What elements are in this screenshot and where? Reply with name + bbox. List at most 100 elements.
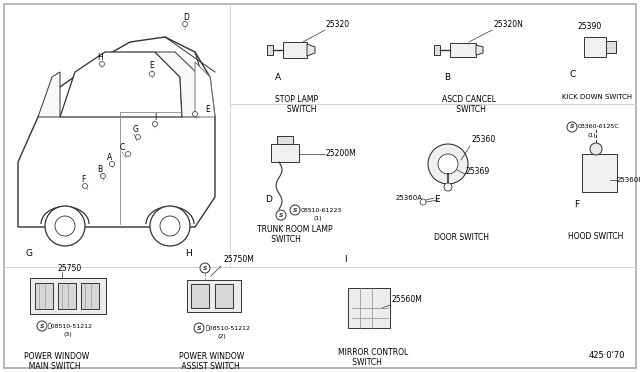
Text: S: S xyxy=(279,213,284,218)
Text: A: A xyxy=(108,154,113,163)
Text: ASSIST SWITCH: ASSIST SWITCH xyxy=(179,362,240,371)
Text: B: B xyxy=(444,73,450,82)
Polygon shape xyxy=(38,72,60,117)
Text: A: A xyxy=(275,73,281,82)
Circle shape xyxy=(100,173,106,179)
Text: ASCD CANCEL: ASCD CANCEL xyxy=(442,95,496,104)
Text: 08510-61223: 08510-61223 xyxy=(301,208,342,212)
Text: E: E xyxy=(434,195,440,204)
Text: POWER WINDOW: POWER WINDOW xyxy=(179,352,244,361)
Polygon shape xyxy=(307,44,315,56)
Bar xyxy=(267,45,273,55)
Circle shape xyxy=(276,210,286,220)
Text: 25360: 25360 xyxy=(471,135,495,144)
Text: 25750: 25750 xyxy=(58,264,83,273)
Text: 25369: 25369 xyxy=(466,167,490,176)
Bar xyxy=(187,280,241,312)
Text: DOOR SWITCH: DOOR SWITCH xyxy=(434,233,489,242)
Circle shape xyxy=(290,205,300,215)
Text: D: D xyxy=(265,195,272,204)
Circle shape xyxy=(37,321,47,331)
Circle shape xyxy=(590,143,602,155)
Text: E: E xyxy=(150,61,154,71)
Text: SWITCH: SWITCH xyxy=(257,235,301,244)
Text: 25750M: 25750M xyxy=(223,255,254,264)
Text: 25360P: 25360P xyxy=(617,177,640,183)
Bar xyxy=(584,37,606,57)
Circle shape xyxy=(150,206,190,246)
Text: HOOD SWITCH: HOOD SWITCH xyxy=(568,232,623,241)
Bar xyxy=(81,283,99,309)
Text: G: G xyxy=(133,125,139,135)
Circle shape xyxy=(83,183,88,189)
Polygon shape xyxy=(476,45,483,55)
Text: SWITCH: SWITCH xyxy=(275,105,317,114)
Bar xyxy=(348,288,390,328)
Text: MIRROR CONTROL: MIRROR CONTROL xyxy=(338,348,408,357)
Circle shape xyxy=(99,61,104,67)
Polygon shape xyxy=(60,52,182,117)
Text: S: S xyxy=(570,125,574,129)
Text: S: S xyxy=(292,208,297,212)
Text: TRUNK ROOM LAMP: TRUNK ROOM LAMP xyxy=(257,225,333,234)
Circle shape xyxy=(444,183,452,191)
Bar xyxy=(191,284,209,308)
Circle shape xyxy=(55,216,75,236)
Text: S: S xyxy=(196,326,201,330)
Text: E: E xyxy=(205,106,211,115)
Text: G: G xyxy=(26,249,33,258)
Bar xyxy=(450,43,476,57)
Circle shape xyxy=(567,122,577,132)
Bar xyxy=(434,45,440,55)
Text: I: I xyxy=(154,112,156,122)
Bar xyxy=(58,283,76,309)
Text: H: H xyxy=(185,249,192,258)
Circle shape xyxy=(194,323,204,333)
Text: SWITCH: SWITCH xyxy=(338,358,382,367)
Circle shape xyxy=(125,151,131,157)
Circle shape xyxy=(152,122,157,126)
Circle shape xyxy=(193,112,198,116)
Circle shape xyxy=(150,71,154,77)
Text: STOP LAMP: STOP LAMP xyxy=(275,95,318,104)
Polygon shape xyxy=(18,37,215,227)
Text: KICK DOWN SWITCH: KICK DOWN SWITCH xyxy=(562,94,632,100)
Text: 425·0'70: 425·0'70 xyxy=(589,351,625,360)
Bar xyxy=(283,42,307,58)
Text: (1): (1) xyxy=(313,216,322,221)
Text: MAIN SWITCH: MAIN SWITCH xyxy=(24,362,81,371)
Circle shape xyxy=(438,154,458,174)
Bar xyxy=(582,154,617,192)
Bar xyxy=(35,283,53,309)
Text: F: F xyxy=(81,176,85,185)
Circle shape xyxy=(160,216,180,236)
Bar xyxy=(271,144,299,162)
Text: Ⓜ08510-51212: Ⓜ08510-51212 xyxy=(206,325,251,331)
Bar xyxy=(606,41,616,53)
Polygon shape xyxy=(155,52,200,117)
Circle shape xyxy=(200,263,210,273)
Circle shape xyxy=(45,206,85,246)
Text: I: I xyxy=(344,255,347,264)
Text: 25560M: 25560M xyxy=(392,295,423,304)
Text: POWER WINDOW: POWER WINDOW xyxy=(24,352,89,361)
Circle shape xyxy=(182,22,188,26)
Text: 25360A: 25360A xyxy=(396,195,423,201)
Text: F: F xyxy=(574,200,579,209)
Bar xyxy=(30,278,106,314)
Text: Ⓜ08510-51212: Ⓜ08510-51212 xyxy=(48,323,93,329)
Text: D: D xyxy=(183,13,189,22)
Text: 25320: 25320 xyxy=(326,20,350,29)
Polygon shape xyxy=(195,62,215,117)
Text: 08360-6125C: 08360-6125C xyxy=(578,125,620,129)
Bar xyxy=(215,284,233,308)
Text: SWITCH: SWITCH xyxy=(442,105,486,114)
Text: H: H xyxy=(97,52,103,61)
Text: (2): (2) xyxy=(217,334,226,339)
Text: 25200M: 25200M xyxy=(326,150,356,158)
Text: 25320N: 25320N xyxy=(493,20,523,29)
Circle shape xyxy=(420,199,426,205)
Circle shape xyxy=(109,161,115,167)
Bar xyxy=(277,136,293,144)
Text: C: C xyxy=(120,144,125,153)
